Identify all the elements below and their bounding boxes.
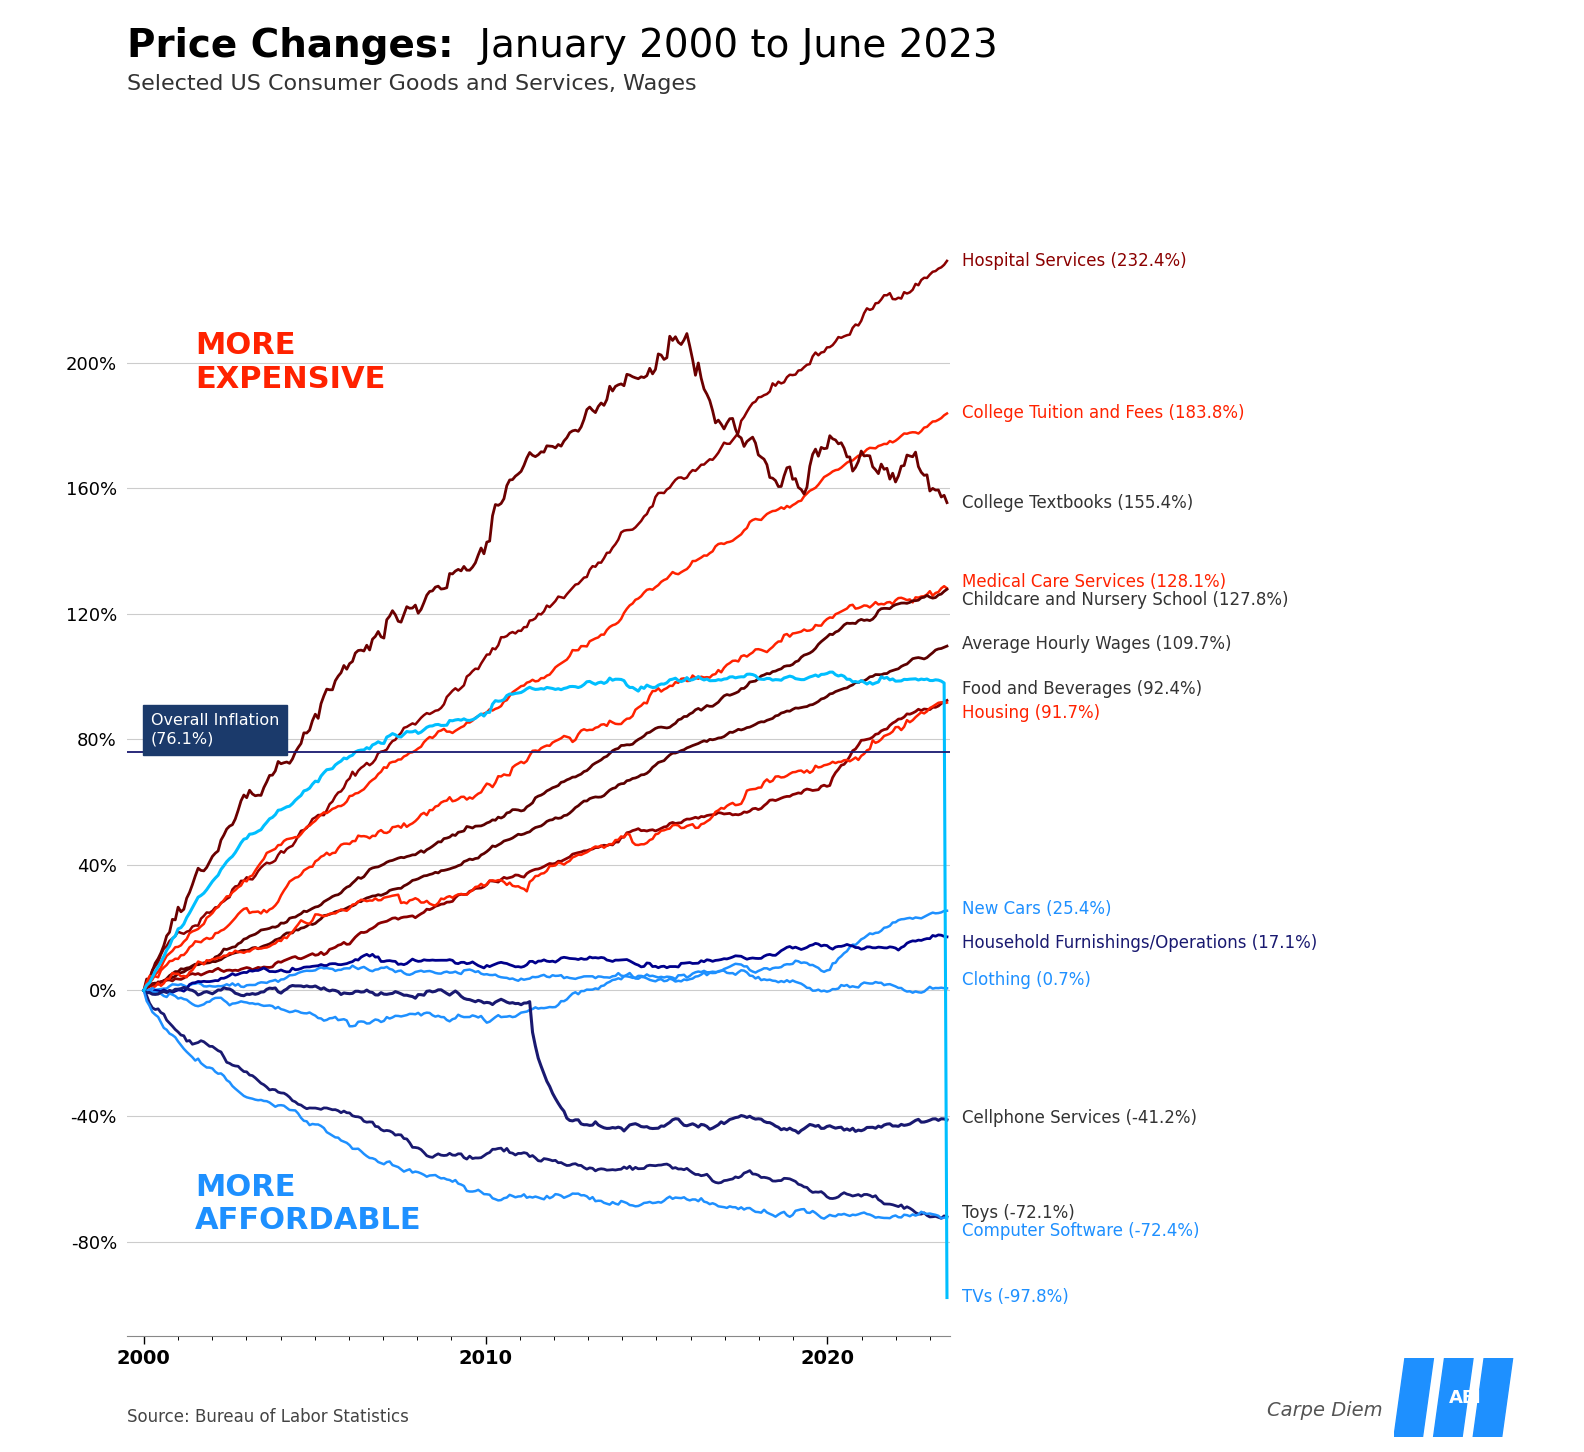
Text: Toys (-72.1%): Toys (-72.1%) xyxy=(961,1204,1074,1223)
Polygon shape xyxy=(1434,1358,1473,1437)
Text: Hospital Services (232.4%): Hospital Services (232.4%) xyxy=(961,251,1186,270)
Text: New Cars (25.4%): New Cars (25.4%) xyxy=(961,900,1110,918)
Text: College Textbooks (155.4%): College Textbooks (155.4%) xyxy=(961,494,1193,511)
Text: MORE
EXPENSIVE: MORE EXPENSIVE xyxy=(195,331,385,393)
Text: TVs (-97.8%): TVs (-97.8%) xyxy=(961,1288,1068,1305)
Text: Childcare and Nursery School (127.8%): Childcare and Nursery School (127.8%) xyxy=(961,591,1288,608)
Polygon shape xyxy=(1473,1358,1513,1437)
Text: AEI: AEI xyxy=(1449,1388,1481,1407)
Text: Housing (91.7%): Housing (91.7%) xyxy=(961,704,1099,722)
Text: Household Furnishings/Operations (17.1%): Household Furnishings/Operations (17.1%) xyxy=(961,935,1316,953)
Text: Food and Beverages (92.4%): Food and Beverages (92.4%) xyxy=(961,680,1202,698)
Text: Carpe Diem: Carpe Diem xyxy=(1267,1401,1383,1420)
Text: Source: Bureau of Labor Statistics: Source: Bureau of Labor Statistics xyxy=(127,1408,409,1426)
Text: Selected US Consumer Goods and Services, Wages: Selected US Consumer Goods and Services,… xyxy=(127,74,697,94)
Text: Average Hourly Wages (109.7%): Average Hourly Wages (109.7%) xyxy=(961,635,1231,652)
Text: Medical Care Services (128.1%): Medical Care Services (128.1%) xyxy=(961,574,1226,591)
Text: Overall Inflation
(76.1%): Overall Inflation (76.1%) xyxy=(150,713,279,746)
Text: Computer Software (-72.4%): Computer Software (-72.4%) xyxy=(961,1221,1199,1240)
Polygon shape xyxy=(1394,1358,1434,1437)
Text: Clothing (0.7%): Clothing (0.7%) xyxy=(961,970,1090,989)
Text: College Tuition and Fees (183.8%): College Tuition and Fees (183.8%) xyxy=(961,405,1243,423)
Text: January 2000 to June 2023: January 2000 to June 2023 xyxy=(467,28,998,65)
Text: Price Changes:: Price Changes: xyxy=(127,28,453,65)
Text: MORE
AFFORDABLE: MORE AFFORDABLE xyxy=(195,1173,421,1236)
Text: Cellphone Services (-41.2%): Cellphone Services (-41.2%) xyxy=(961,1109,1196,1127)
